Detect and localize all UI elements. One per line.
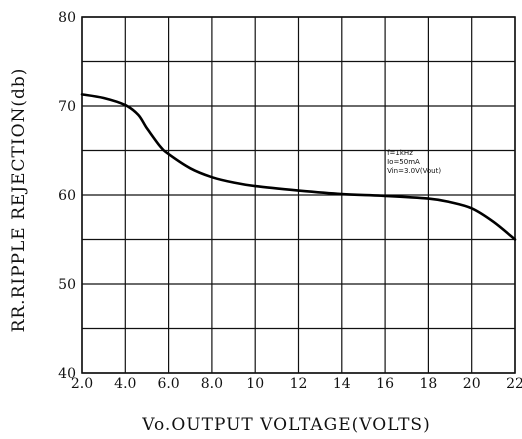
y-tick-label: 50 [58,277,76,293]
x-axis-label: Vo.OUTPUT VOLTAGE(VOLTS) [141,415,430,435]
y-tick-labels: 40 50 60 70 80 [58,10,76,382]
y-tick-label: 40 [58,366,76,382]
x-tick-label: 14 [333,376,351,392]
plot-frame [81,16,516,374]
x-tick-label: 10 [246,376,264,392]
grid [81,16,516,374]
series-line [80,93,517,241]
x-tick-label: 6.0 [157,376,179,392]
x-tick-label: 20 [463,376,481,392]
annotation-line: Io=50mA [387,158,420,166]
x-tick-label: 2.0 [71,376,93,392]
y-tick-label: 80 [58,10,76,26]
y-tick-label: 70 [58,99,76,115]
x-tick-label: 12 [290,376,308,392]
x-tick-label: 8.0 [201,376,223,392]
y-tick-label: 60 [58,188,76,204]
x-tick-labels: 2.0 4.0 6.0 8.0 10 12 14 16 18 20 22 [71,376,522,392]
x-tick-label: 16 [376,376,394,392]
x-tick-label: 22 [506,376,522,392]
y-axis-label: RR.RIPPLE REJECTION(db) [9,68,29,333]
x-tick-label: 4.0 [114,376,136,392]
annotation-line: Vin=3.0V(Vout) [387,167,441,175]
x-tick-label: 18 [419,376,437,392]
annotation-line: f=1kHz [387,149,413,157]
